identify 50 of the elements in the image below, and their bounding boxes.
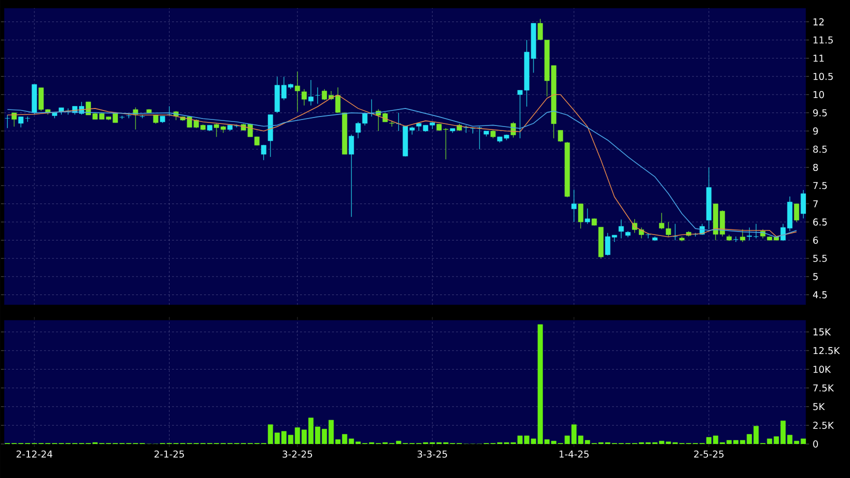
candlestick: [463, 125, 469, 134]
y-tick-label: 5.5: [813, 254, 827, 262]
candlestick: [12, 112, 17, 127]
x-tick-label: 2-1-25: [154, 450, 184, 458]
y-tick-label: 7.5K: [813, 384, 834, 392]
candlestick: [396, 112, 402, 132]
candlestick: [578, 204, 584, 229]
y-tick-label: 8: [813, 164, 818, 171]
y-tick-label: 15K: [814, 328, 831, 336]
y-tick-label: 10: [814, 91, 824, 98]
x-tick-label: 3-2-25: [282, 450, 312, 458]
y-tick-label: 8.5: [813, 146, 827, 153]
candlestick: [584, 208, 590, 224]
candlestick: [119, 115, 125, 120]
candlestick: [476, 126, 482, 150]
y-tick-label: 7.5: [813, 182, 827, 190]
y-tick-label: 4.5: [813, 291, 827, 298]
y-tick-label: 2.5K: [813, 422, 834, 429]
y-tick-label: 11: [814, 54, 824, 62]
candlestick: [740, 228, 746, 242]
candlestick: [4, 114, 10, 128]
y-tick-label: 5K: [813, 403, 825, 410]
y-tick-label: 9.5: [813, 109, 827, 116]
y-tick-label: 9: [813, 127, 818, 135]
candlestick: [672, 224, 678, 240]
y-tick-label: 6.5: [813, 218, 827, 226]
y-tick-label: 5: [813, 273, 818, 280]
y-tick-label: 11.5: [814, 36, 833, 44]
x-tick-label: 2-5-25: [694, 450, 724, 458]
candlestick: [302, 88, 307, 106]
x-tick-label: 3-3-25: [418, 450, 447, 458]
candlestick: [794, 204, 800, 222]
candlestick: [571, 189, 577, 222]
candlestick: [294, 71, 300, 112]
y-tick-label: 12.5K: [814, 347, 840, 354]
x-tick-label: 1-4-25: [560, 450, 589, 458]
y-tick-label: 6: [813, 236, 818, 244]
candlestick: [558, 130, 564, 142]
y-tick-label: 0: [813, 440, 818, 448]
y-tick-label: 12: [814, 18, 824, 26]
y-tick-label: 10K: [814, 366, 831, 373]
x-tick-label: 2-12-24: [16, 450, 52, 458]
y-tick-label: 10.5: [814, 72, 833, 80]
candlestick: [261, 144, 266, 160]
candlestick: [800, 190, 806, 219]
candlestick: [618, 219, 624, 239]
candlestick: [315, 87, 320, 104]
candlestick: [348, 134, 354, 218]
candlestick: [308, 80, 314, 106]
y-tick-label: 7: [813, 200, 818, 208]
